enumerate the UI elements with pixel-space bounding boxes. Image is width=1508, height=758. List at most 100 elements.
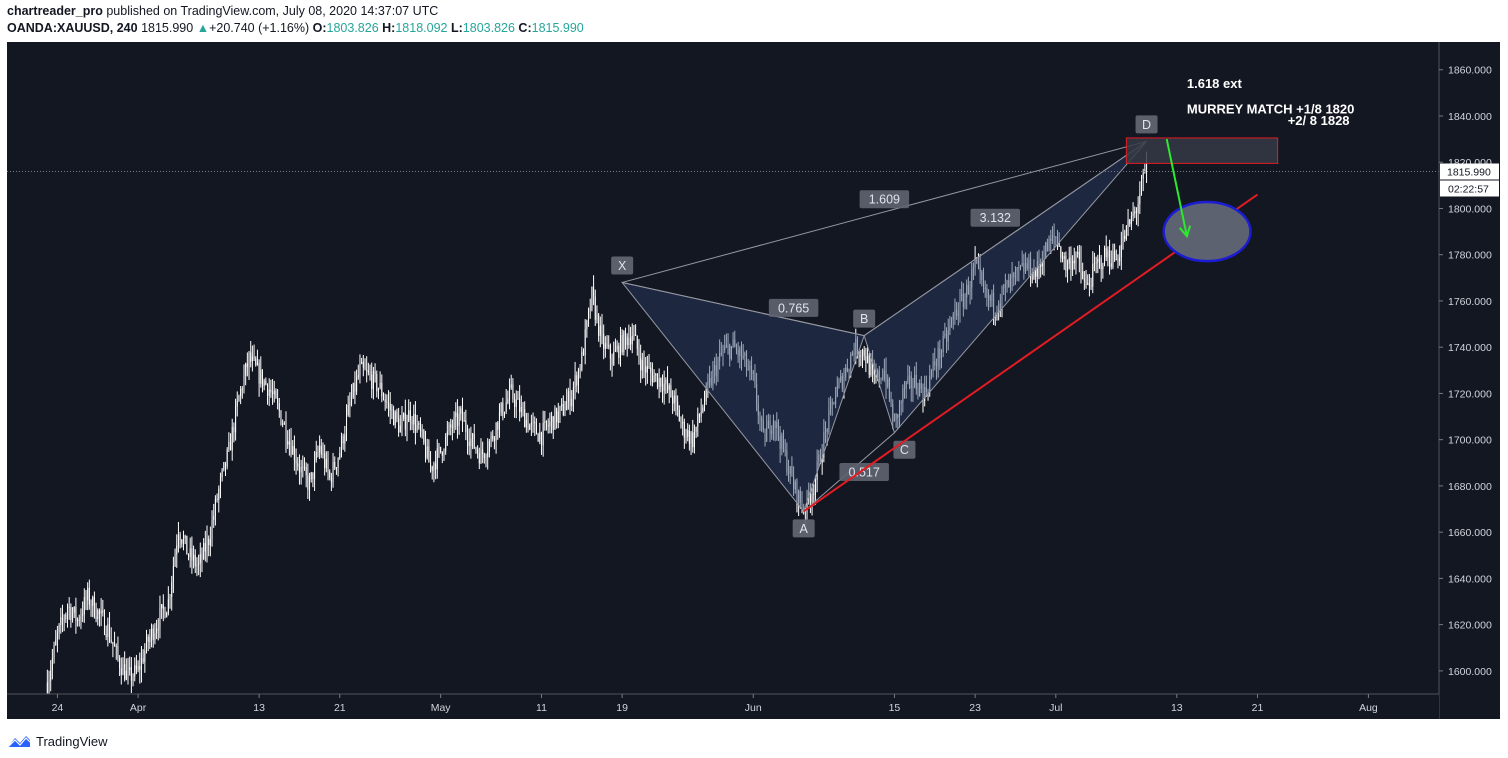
candle-body xyxy=(142,658,144,663)
candle-body xyxy=(267,384,269,396)
candle-body xyxy=(693,431,695,448)
candle-body xyxy=(1033,269,1035,279)
candle-body xyxy=(388,402,390,404)
candle-body xyxy=(292,445,294,455)
candle-body xyxy=(1046,242,1048,252)
candle-body xyxy=(107,624,109,637)
ratio-label-text: 0.517 xyxy=(849,466,880,480)
candle-body xyxy=(451,427,453,429)
pattern-line-xb xyxy=(622,281,865,337)
candle-body xyxy=(863,349,865,356)
price-axis[interactable]: 1600.000 1620.000 1640.000 1660.000 1680.000… xyxy=(1438,42,1500,719)
candle-body xyxy=(557,411,559,423)
candle-body xyxy=(403,413,405,419)
time-tick-label: Jun xyxy=(745,702,762,714)
candle-body xyxy=(1110,263,1112,267)
candle-body xyxy=(58,624,60,633)
candle-body xyxy=(667,379,669,390)
candle-body xyxy=(821,457,823,464)
candle-body xyxy=(801,502,803,510)
candle-body xyxy=(675,395,677,402)
candle-body xyxy=(798,490,800,504)
candle-body xyxy=(688,430,690,444)
symbol-info: OANDA:XAUUSD, 240 1815.990 ▲+20.740 (+1.… xyxy=(7,21,584,35)
countdown-tag-text: 02:22:57 xyxy=(1448,183,1489,195)
candle-body xyxy=(796,481,798,504)
price-tick-label: 1760.000 xyxy=(1448,296,1492,308)
price-chart[interactable]: 0.765 0.517 1.609 3.132 X A B C D 1.618 ext MURRE… xyxy=(0,0,1508,730)
publisher-name[interactable]: chartreader_pro xyxy=(7,4,103,18)
candle-body xyxy=(1141,178,1143,195)
candle-body xyxy=(878,370,880,381)
candle-body xyxy=(653,375,655,383)
ratio-label-text: 0.765 xyxy=(778,301,809,315)
candle-body xyxy=(1014,270,1016,274)
candle-body xyxy=(628,338,630,346)
candle-body xyxy=(1129,219,1131,225)
candle-body xyxy=(154,633,156,641)
candle-body xyxy=(872,363,874,370)
candle-body xyxy=(520,407,522,413)
low-value: 1803.826 xyxy=(462,21,515,35)
candle-body xyxy=(720,353,722,354)
time-axis[interactable]: 24 Apr 13 21 May 11 19 Jun 15 23 Jul 13 21 Aug xyxy=(7,693,1439,719)
candle-body xyxy=(574,375,576,388)
candle-body xyxy=(692,432,694,448)
candle-body xyxy=(608,345,610,347)
candle-body xyxy=(818,454,820,462)
candle-body xyxy=(860,355,862,357)
time-tick-label: 13 xyxy=(1171,702,1183,714)
candle-body xyxy=(243,375,245,391)
candle-body xyxy=(562,404,564,415)
candle-body xyxy=(777,421,779,437)
point-label-text: B xyxy=(860,312,868,326)
candle-body xyxy=(261,369,263,386)
candle-body xyxy=(1051,235,1053,241)
candle-body xyxy=(179,534,181,541)
candle-body xyxy=(456,412,458,426)
price-tick-label: 1780.000 xyxy=(1448,250,1492,262)
candle-body xyxy=(549,421,551,427)
candle-body xyxy=(530,422,532,425)
price-tick-label: 1840.000 xyxy=(1448,111,1492,123)
candle-body xyxy=(102,610,104,613)
candle-body xyxy=(240,389,242,397)
candle-body xyxy=(364,367,366,370)
candle-body xyxy=(70,607,72,620)
candle-body xyxy=(1008,280,1010,288)
candle-body xyxy=(845,367,847,378)
candle-body xyxy=(735,347,737,350)
candle-body xyxy=(1016,267,1018,271)
candle-body xyxy=(551,416,553,422)
candle-body xyxy=(117,645,119,658)
time-tick-label: Aug xyxy=(1359,702,1378,714)
candle-body xyxy=(140,658,142,670)
candle-body xyxy=(843,377,845,389)
candle-body xyxy=(340,436,342,454)
candle-body xyxy=(1009,275,1011,288)
candle-body xyxy=(463,420,465,422)
candle-body xyxy=(502,402,504,416)
candle-body xyxy=(1001,287,1003,304)
candle-body xyxy=(255,358,257,365)
candle-body xyxy=(851,353,853,355)
candle-body xyxy=(861,349,864,357)
candle-body xyxy=(100,610,102,614)
candle-body xyxy=(532,421,534,423)
candle-body xyxy=(687,430,689,437)
candle-body xyxy=(206,538,208,552)
footer-brand[interactable]: TradingView xyxy=(7,731,108,751)
candle-body xyxy=(419,423,421,431)
candle-body xyxy=(1104,248,1106,266)
candle-body xyxy=(564,410,566,415)
candle-body xyxy=(495,422,497,441)
candle-body xyxy=(384,399,386,402)
candle-body xyxy=(814,479,816,495)
candle-body xyxy=(440,446,442,452)
point-label-box xyxy=(792,519,815,538)
candle-body xyxy=(535,423,537,435)
candle-body xyxy=(218,488,220,501)
candle-body xyxy=(125,670,127,680)
time-tick-label: 19 xyxy=(616,702,628,714)
candle-body xyxy=(618,345,620,358)
